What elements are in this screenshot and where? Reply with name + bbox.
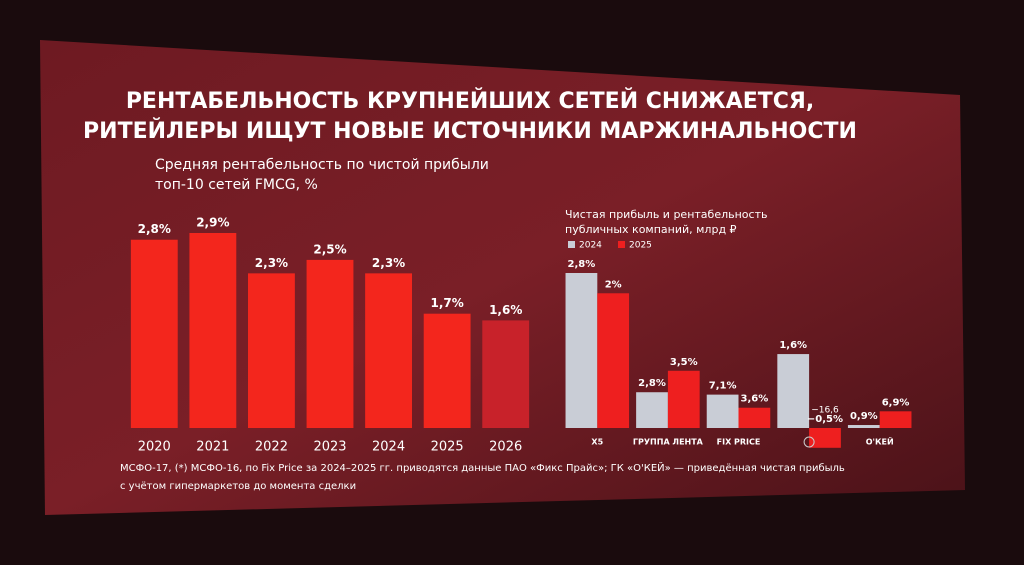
margin-label: 2,8%: [638, 378, 666, 389]
legend-swatch: [618, 241, 625, 248]
margin-label: 0,9%: [850, 411, 878, 422]
bar: [847, 425, 880, 428]
bar: [565, 273, 598, 428]
x-tick-label: 2024: [372, 440, 405, 455]
x-tick-label: X5: [591, 438, 603, 447]
bar: [248, 273, 295, 428]
title-line: РИТЕЙЛЕРЫ ИЩУТ НОВЫЕ ИСТОЧНИКИ МАРЖИНАЛЬ…: [83, 118, 857, 144]
x-tick-label: 2025: [431, 440, 464, 455]
bar: [636, 392, 668, 428]
margin-label: 7,1%: [709, 381, 737, 392]
x-tick-label: 2022: [255, 440, 288, 455]
bar: [706, 394, 739, 428]
chart-title: Средняя рентабельность по чистой прибыли: [155, 157, 489, 173]
value-label: 2,5%: [313, 242, 346, 256]
margin-label: 2,8%: [568, 259, 596, 270]
bar: [738, 407, 771, 428]
value-label: −16,6: [811, 406, 839, 416]
footnote: МСФО-17, (*) МСФО-16, по Fix Price за 20…: [120, 461, 845, 474]
value-label: 2,9%: [196, 216, 229, 230]
x-tick-label: 2026: [489, 440, 522, 455]
legend-label: 2025: [629, 241, 652, 251]
margin-label: 2%: [605, 279, 622, 290]
bar: [777, 354, 810, 428]
bar: [306, 259, 354, 428]
x-tick-label: 2023: [313, 440, 346, 455]
x-tick-label: О'КЕЙ: [866, 436, 894, 447]
company-logo: [803, 436, 815, 448]
margin-label: 6,9%: [882, 397, 910, 408]
bar: [365, 273, 412, 428]
x-tick-label: 2020: [138, 440, 171, 455]
bar: [130, 239, 178, 428]
margin-label: 3,6%: [741, 394, 769, 405]
value-label: 2,3%: [372, 256, 405, 270]
chart-title: публичных компаний, млрд ₽: [565, 223, 737, 236]
bar: [667, 370, 700, 428]
chart-title: Чистая прибыль и рентабельность: [565, 208, 767, 221]
value-label: 1,7%: [431, 296, 464, 310]
title-line: РЕНТАБЕЛЬНОСТЬ КРУПНЕЙШИХ СЕТЕЙ СНИЖАЕТС…: [126, 88, 814, 114]
legend-label: 2024: [579, 241, 602, 251]
bar: [482, 320, 530, 428]
x-tick-label: 2021: [196, 440, 229, 455]
value-label: 1,6%: [489, 303, 522, 317]
x-tick-label: FIX PRICE: [717, 438, 761, 447]
value-label: 2,8%: [138, 222, 171, 236]
x-tick-label: ГРУППА ЛЕНТА: [633, 438, 704, 447]
footnote: с учётом гипермаркетов до момента сделки: [120, 481, 356, 492]
margin-label: −0,5%: [807, 414, 843, 425]
margin-label: 1,6%: [779, 340, 807, 351]
value-label: 2,3%: [255, 256, 288, 270]
bar: [597, 293, 630, 428]
bar: [189, 233, 237, 428]
chart-title: топ-10 сетей FMCG, %: [155, 177, 318, 193]
bar: [879, 411, 912, 428]
legend-swatch: [568, 241, 575, 248]
bar: [809, 428, 841, 448]
margin-label: 3,5%: [670, 357, 698, 368]
bar: [423, 313, 471, 428]
